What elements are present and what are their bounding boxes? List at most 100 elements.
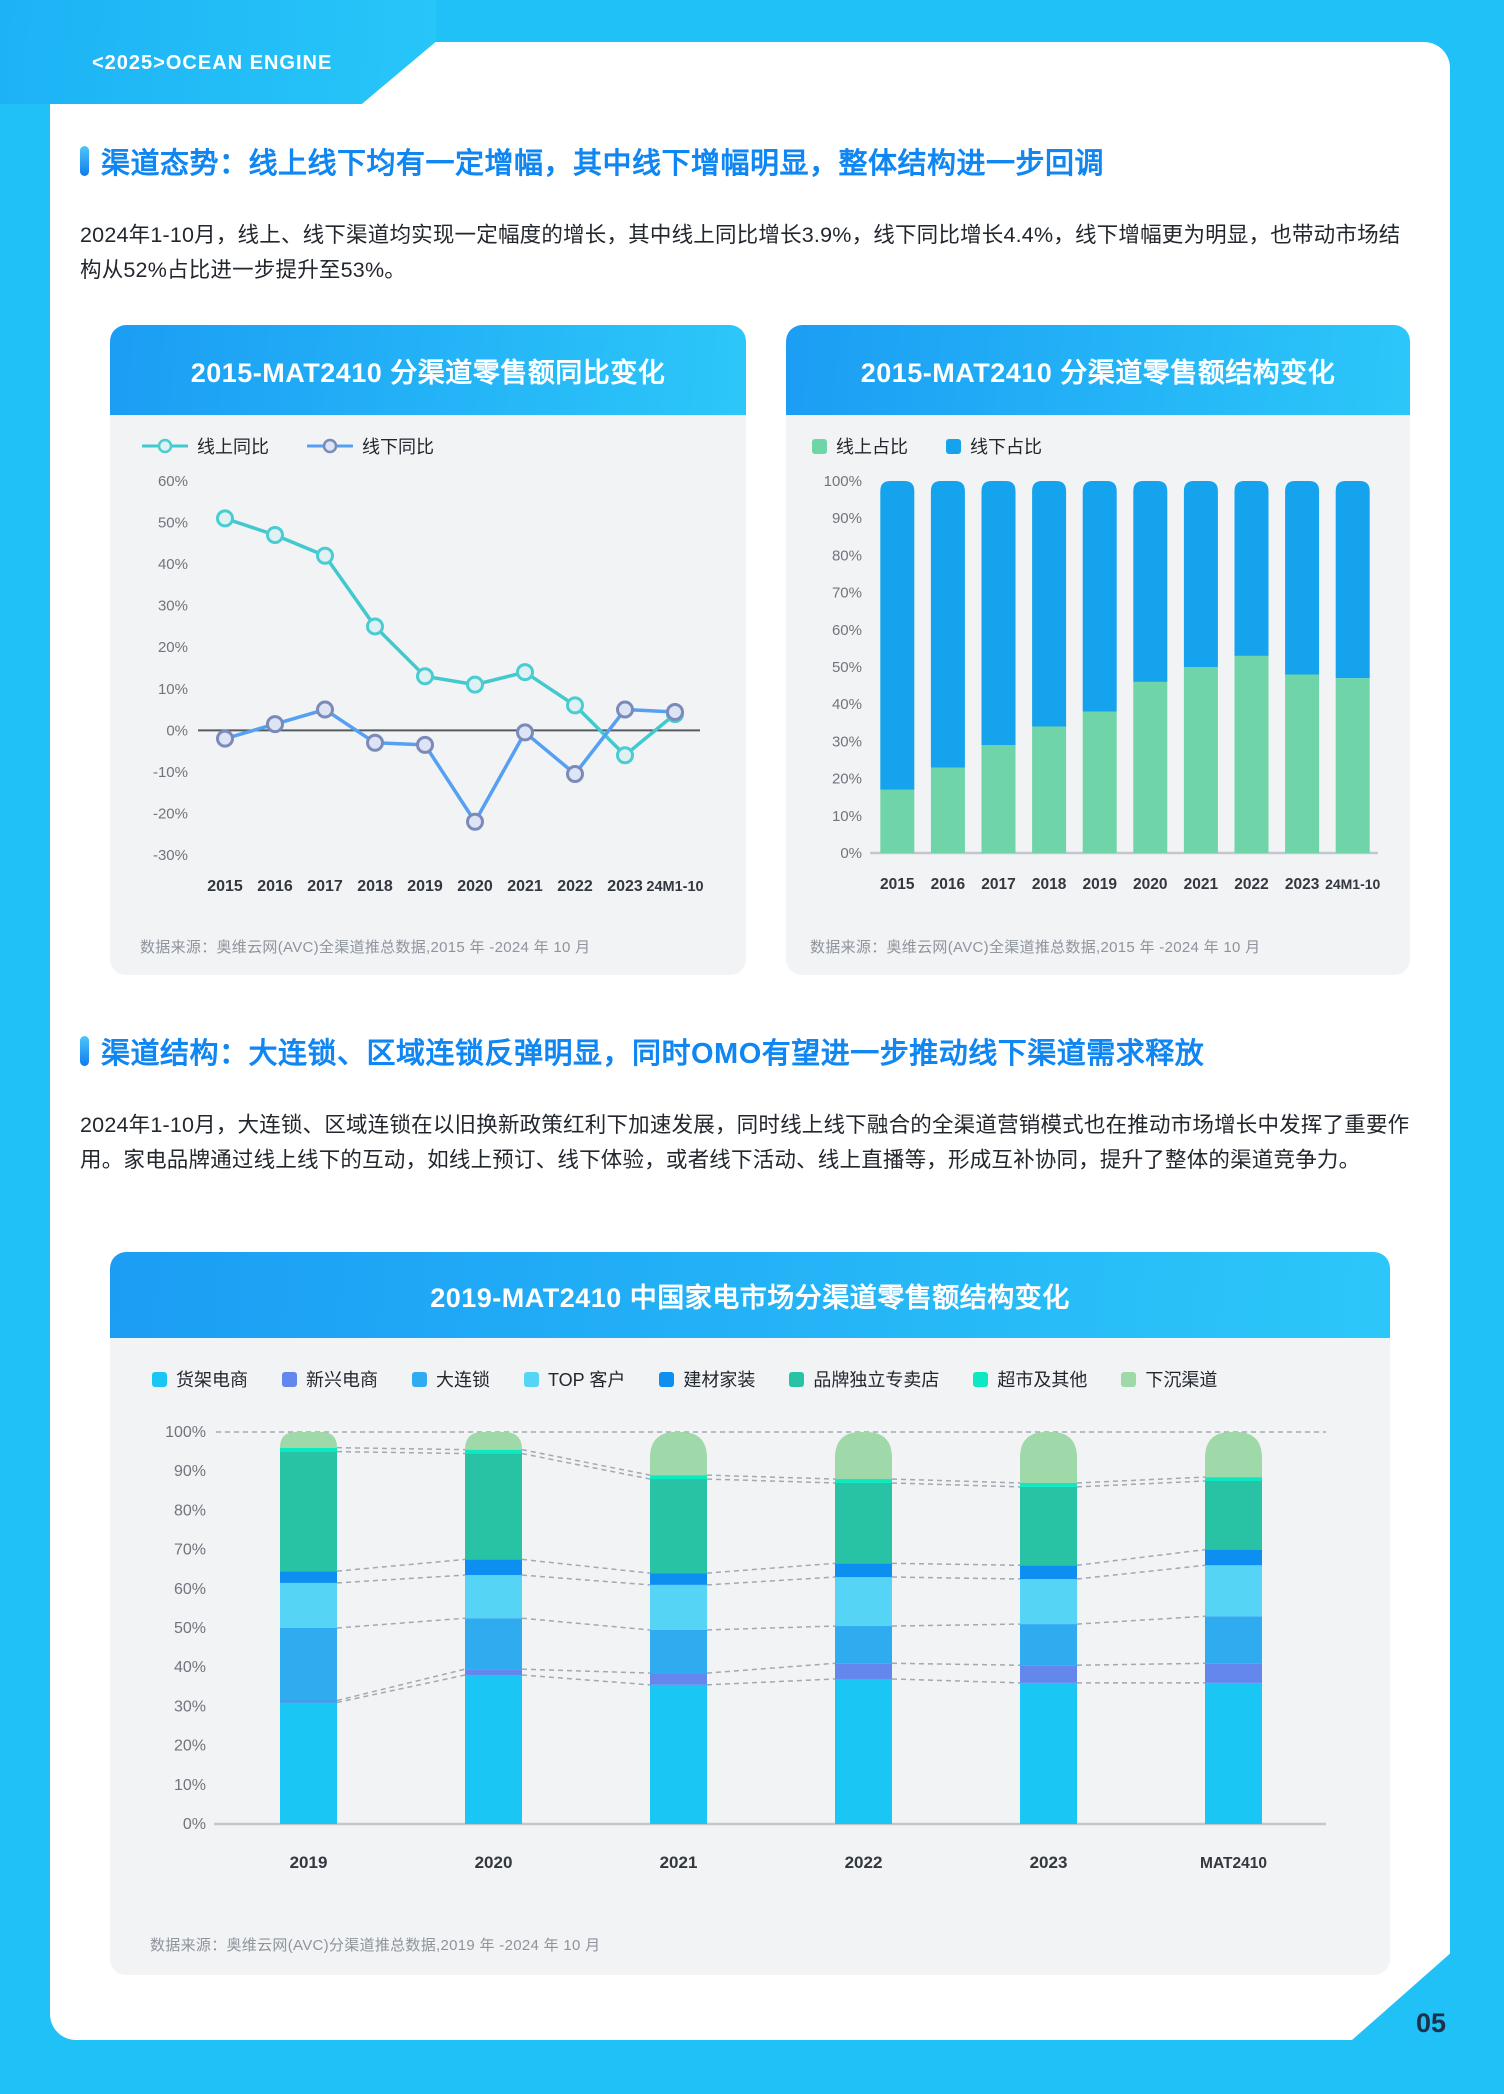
svg-text:MAT2410: MAT2410 — [1200, 1855, 1267, 1872]
legend-item: 货架电商 — [152, 1366, 248, 1392]
svg-text:70%: 70% — [174, 1542, 206, 1559]
legend-item: 线下占比 — [946, 433, 1042, 459]
section-1-title: 渠道态势：线上线下均有一定增幅，其中线下增幅明显，整体结构进一步回调 — [101, 148, 1105, 180]
svg-text:10%: 10% — [832, 808, 862, 825]
channel-stack-chart-legend: 货架电商 新兴电商 大连锁 TOP 客户 建材家装 品牌独立专卖店 超市及其他 下沉渠道 — [152, 1366, 1350, 1392]
legend-label: 线上占比 — [836, 437, 908, 457]
legend-swatch-icon — [412, 1371, 427, 1387]
svg-text:20%: 20% — [832, 771, 862, 788]
legend-swatch-icon — [1121, 1371, 1137, 1387]
svg-text:-10%: -10% — [153, 764, 188, 781]
svg-text:2015: 2015 — [207, 878, 243, 895]
card-header: 2015-MAT2410 分渠道零售额结构变化 — [786, 325, 1410, 415]
channel-stack-chart-title: 2019-MAT2410 中国家电市场分渠道零售额结构变化 — [430, 1282, 1070, 1313]
svg-text:2021: 2021 — [1184, 876, 1219, 893]
legend-label: 货架电商 — [176, 1370, 248, 1390]
svg-text:50%: 50% — [158, 515, 188, 532]
svg-text:10%: 10% — [174, 1777, 206, 1794]
footer-band — [0, 2040, 1504, 2094]
section-2-header: 渠道结构：大连锁、区域连锁反弹明显，同时OMO有望进一步推动线下渠道需求释放 — [80, 1030, 1420, 1072]
legend-label: 线上同比 — [197, 437, 269, 457]
svg-text:0%: 0% — [183, 1816, 206, 1833]
section-2-paragraph: 2024年1-10月，大连锁、区域连锁在以旧换新政策红利下加速发展，同时线上线下… — [80, 1113, 1410, 1172]
legend-label: 线下占比 — [970, 437, 1042, 457]
svg-text:80%: 80% — [832, 547, 862, 564]
svg-text:70%: 70% — [832, 585, 862, 602]
svg-text:10%: 10% — [158, 681, 188, 698]
svg-text:-30%: -30% — [153, 847, 188, 864]
card-header: 2015-MAT2410 分渠道零售额同比变化 — [110, 325, 746, 415]
legend-item: 品牌独立专卖店 — [789, 1366, 939, 1392]
legend-item: 线上同比 — [142, 433, 269, 459]
svg-text:2021: 2021 — [507, 878, 543, 895]
section-1-header: 渠道态势：线上线下均有一定增幅，其中线下增幅明显，整体结构进一步回调 — [80, 140, 1420, 182]
svg-text:50%: 50% — [174, 1620, 206, 1637]
svg-text:40%: 40% — [174, 1659, 206, 1676]
legend-swatch-icon — [524, 1371, 539, 1387]
svg-text:90%: 90% — [174, 1463, 206, 1480]
legend-item: 建材家装 — [659, 1366, 755, 1392]
section-title-marker — [80, 146, 89, 176]
ocean-engine-logo: <2025>OCEAN ENGINE — [92, 52, 333, 74]
card-header: 2019-MAT2410 中国家电市场分渠道零售额结构变化 — [110, 1252, 1390, 1338]
svg-text:2022: 2022 — [557, 878, 593, 895]
legend-swatch-icon — [659, 1371, 675, 1387]
svg-text:2021: 2021 — [660, 1853, 698, 1872]
section-2-title: 渠道结构：大连锁、区域连锁反弹明显，同时OMO有望进一步推动线下渠道需求释放 — [101, 1038, 1205, 1070]
share_stack-svg: 100% 90% 80% 70% 60% 50% 40% 30% 20% 10% 0% 2015 201… — [824, 473, 1381, 893]
legend-item: 下沉渠道 — [1121, 1366, 1217, 1392]
legend-label: 新兴电商 — [306, 1370, 378, 1390]
svg-text:2018: 2018 — [357, 878, 393, 895]
share-stack-chart-card: 2015-MAT2410 分渠道零售额结构变化 线上占比 线下占比 100% 90%… — [786, 325, 1410, 975]
svg-text:2020: 2020 — [475, 1853, 513, 1872]
legend-swatch-icon — [812, 438, 827, 454]
legend-item: 大连锁 — [412, 1366, 490, 1392]
legend-label: 下沉渠道 — [1145, 1370, 1218, 1390]
svg-text:60%: 60% — [174, 1581, 206, 1598]
channel-stack-chart: 100% 90% 80% 70% 60% 50% 40% 30% 20% 10% 0% 2019 202… — [150, 1406, 1350, 1889]
svg-text:0%: 0% — [166, 722, 188, 739]
section-1-paragraph: 2024年1-10月，线上、线下渠道均实现一定幅度的增长，其中线上同比增长3.9… — [80, 223, 1401, 282]
svg-text:0%: 0% — [840, 845, 862, 862]
legend-label: 线下同比 — [362, 437, 434, 457]
svg-text:2017: 2017 — [981, 876, 1015, 893]
channel-stack-chart-card: 2019-MAT2410 中国家电市场分渠道零售额结构变化 货架电商 新兴电商 大连… — [110, 1252, 1390, 1975]
svg-text:100%: 100% — [824, 473, 862, 490]
svg-text:-20%: -20% — [153, 805, 188, 822]
svg-text:60%: 60% — [158, 473, 188, 490]
svg-text:24M1-10: 24M1-10 — [646, 879, 703, 895]
svg-text:2019: 2019 — [407, 878, 443, 895]
share-stack-chart-title: 2015-MAT2410 分渠道零售额结构变化 — [860, 357, 1336, 388]
section-title-marker — [80, 1036, 89, 1066]
legend-swatch-icon — [946, 438, 961, 454]
line-marker-icon — [307, 438, 353, 454]
svg-text:2023: 2023 — [1285, 876, 1320, 893]
yoy-line-chart-title: 2015-MAT2410 分渠道零售额同比变化 — [190, 357, 666, 388]
legend-item: 超市及其他 — [973, 1366, 1087, 1392]
legend-label: 品牌独立专卖店 — [813, 1370, 940, 1390]
legend-swatch-icon — [282, 1371, 297, 1387]
svg-text:20%: 20% — [158, 639, 188, 656]
page-number: 05 — [1415, 2008, 1446, 2038]
header-band — [0, 0, 436, 104]
svg-text:100%: 100% — [165, 1424, 206, 1441]
svg-text:2023: 2023 — [607, 878, 643, 895]
svg-text:2018: 2018 — [1032, 876, 1067, 893]
yoy-line-chart-legend: 线上同比 线下同比 — [142, 433, 716, 459]
legend-item: 线上占比 — [812, 433, 908, 459]
svg-text:60%: 60% — [832, 622, 862, 639]
share-stack-chart: 100% 90% 80% 70% 60% 50% 40% 30% 20% 10% 0% 2015 201… — [810, 465, 1386, 910]
share-stack-chart-source: 数据来源：奥维云网(AVC)全渠道推总数据,2015 年 -2024 年 10 … — [810, 939, 1261, 956]
legend-label: TOP 客户 — [548, 1370, 626, 1390]
svg-text:40%: 40% — [158, 556, 188, 573]
yoy-line-chart-card: 2015-MAT2410 分渠道零售额同比变化 线上同比 线下同比 60% 50% 4… — [110, 325, 746, 975]
legend-label: 建材家装 — [683, 1370, 756, 1390]
svg-text:2022: 2022 — [845, 1853, 883, 1872]
legend-swatch-icon — [973, 1371, 989, 1387]
line-marker-icon — [142, 438, 188, 454]
svg-text:2016: 2016 — [931, 876, 966, 893]
svg-text:50%: 50% — [832, 659, 862, 676]
svg-text:2019: 2019 — [290, 1853, 328, 1872]
channel-stack-chart-source: 数据来源：奥维云网(AVC)分渠道推总数据,2019 年 -2024 年 10 … — [150, 1937, 601, 1954]
